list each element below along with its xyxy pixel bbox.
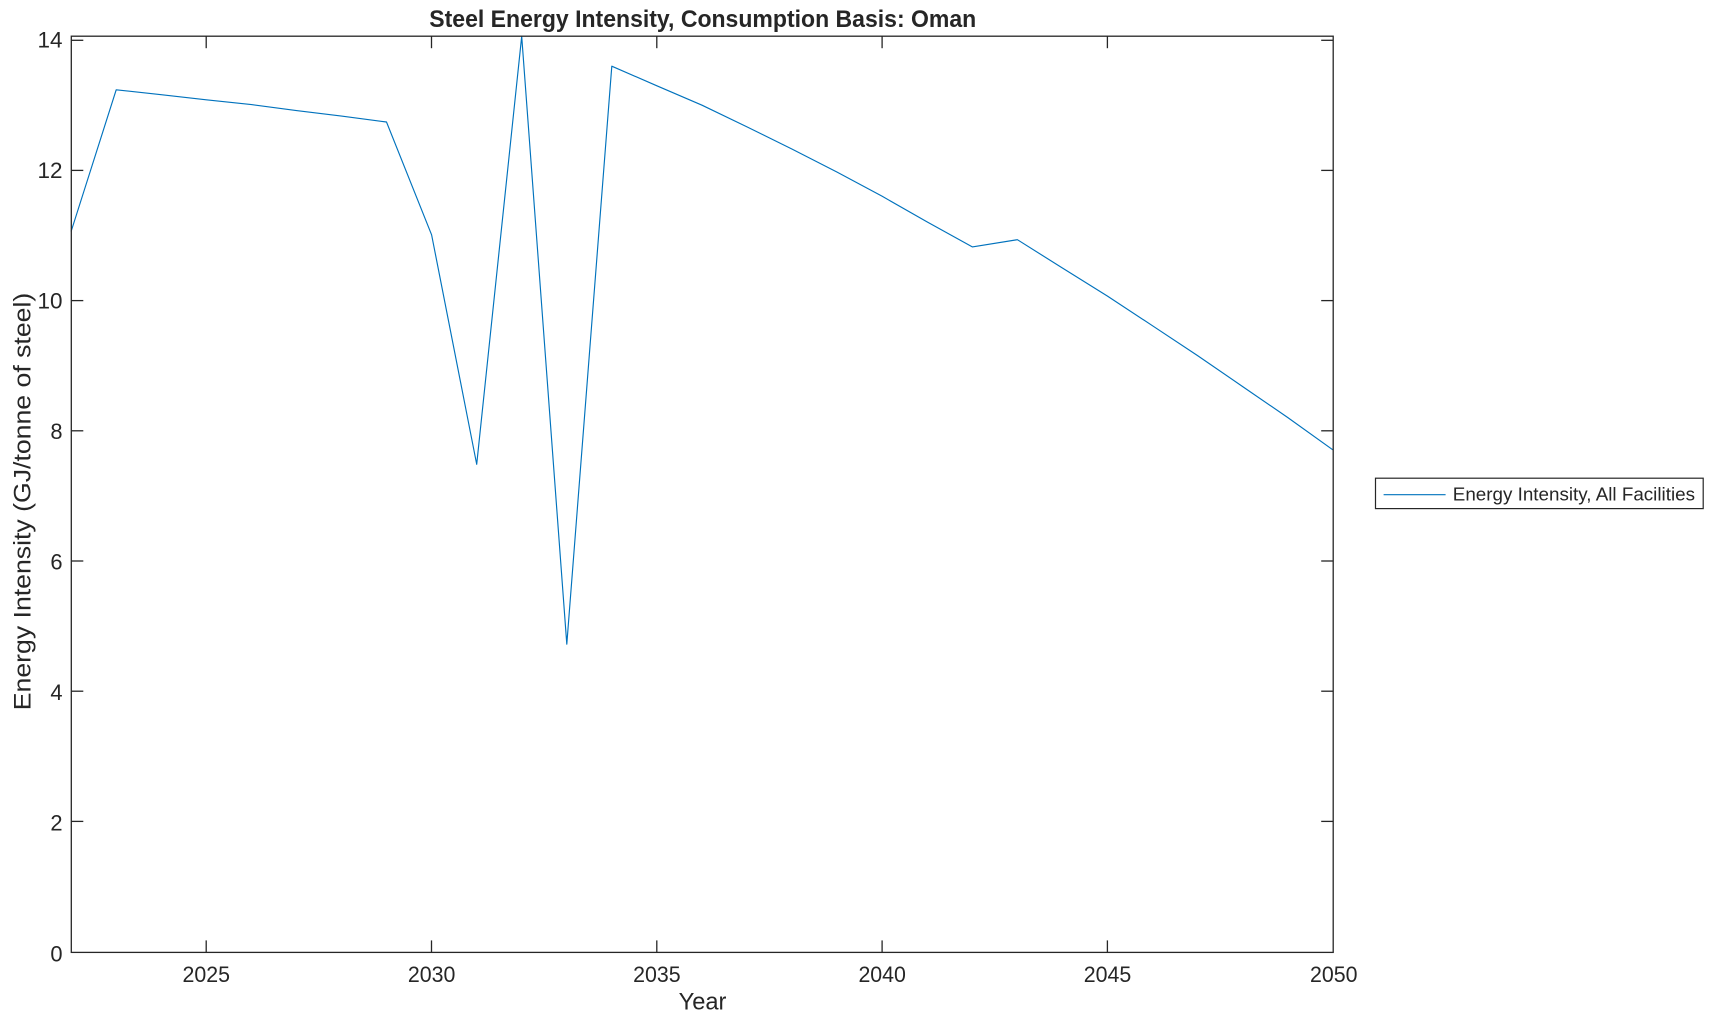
svg-text:Year: Year	[679, 989, 727, 1016]
svg-text:2: 2	[50, 811, 62, 836]
svg-text:Energy Intensity, All Faciliti: Energy Intensity, All Facilities	[1453, 484, 1695, 505]
svg-text:2030: 2030	[408, 962, 456, 987]
svg-text:4: 4	[50, 680, 62, 705]
svg-text:8: 8	[50, 419, 62, 444]
svg-text:10: 10	[38, 289, 63, 314]
svg-text:0: 0	[50, 942, 62, 967]
svg-text:14: 14	[38, 28, 63, 53]
svg-text:2040: 2040	[858, 962, 906, 987]
svg-text:12: 12	[38, 158, 63, 183]
svg-text:Energy Intensity (GJ/tonne of: Energy Intensity (GJ/tonne of steel)	[10, 293, 37, 710]
svg-text:2025: 2025	[183, 962, 231, 987]
svg-text:6: 6	[50, 550, 62, 575]
svg-text:2050: 2050	[1310, 962, 1358, 987]
svg-text:2045: 2045	[1084, 962, 1132, 987]
svg-text:Steel Energy Intensity, Consum: Steel Energy Intensity, Consumption Basi…	[429, 6, 976, 33]
svg-text:2035: 2035	[633, 962, 681, 987]
